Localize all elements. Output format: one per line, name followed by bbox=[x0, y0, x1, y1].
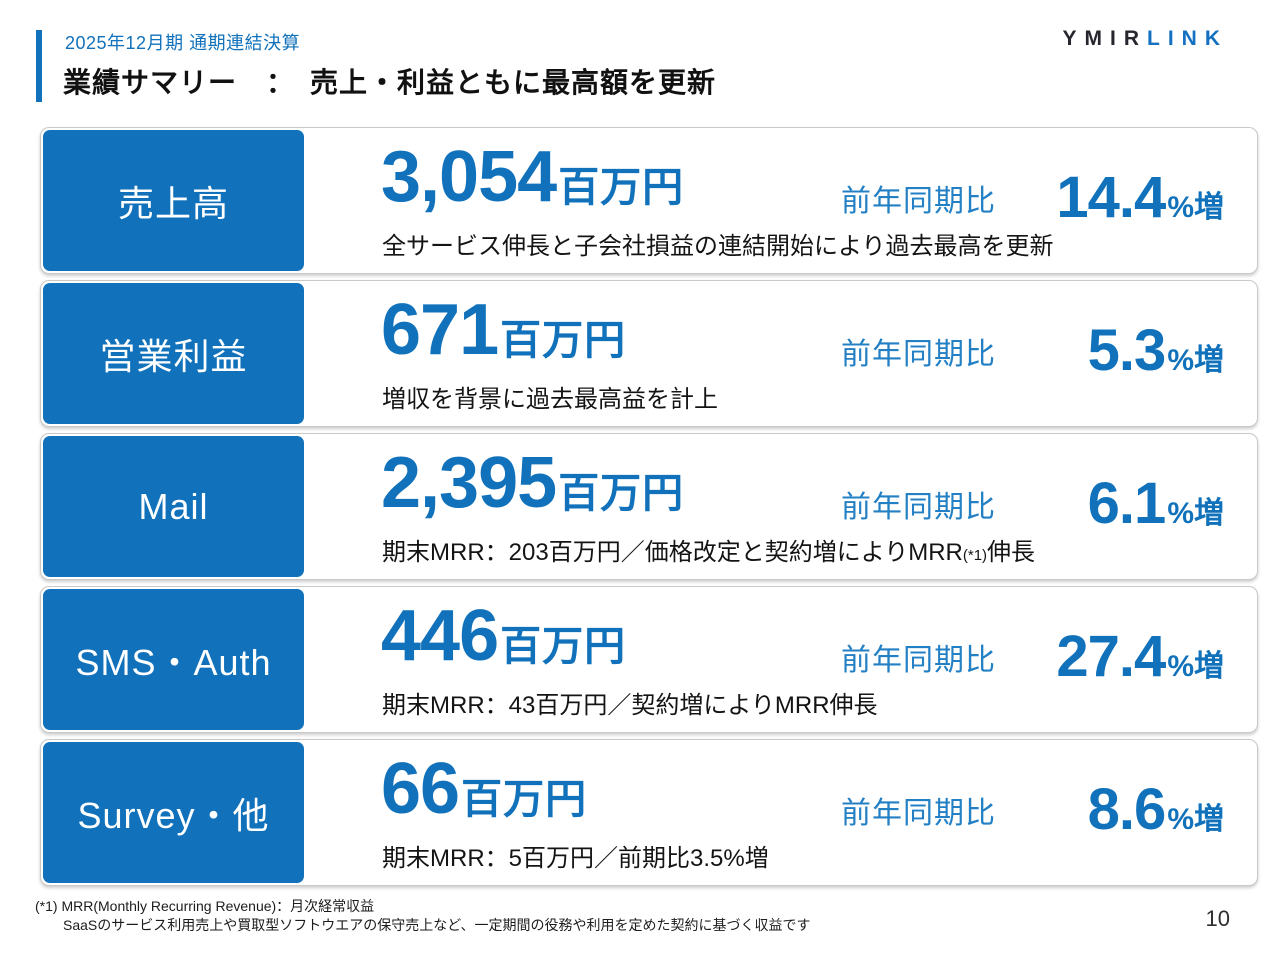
yoy-change: 27.4 %増 bbox=[1056, 623, 1224, 689]
metric-card-mail: Mail 2,395 百万円 前年同期比 6.1 %増 期末MRR：203百万円… bbox=[40, 433, 1258, 580]
yoy-label: 前年同期比 bbox=[841, 643, 996, 677]
footnote-line2: SaaSのサービス利用売上や買取型ソフトウエアの保守売上など、一定期間の役務や利… bbox=[63, 916, 811, 933]
metric-description: 増収を背景に過去最高益を計上 bbox=[382, 386, 718, 415]
metric-label: SMS・Auth bbox=[75, 641, 272, 683]
yoy-change-suffix: %増 bbox=[1167, 496, 1224, 530]
yoy-label: 前年同期比 bbox=[841, 490, 996, 524]
metric-description-text: 全サービス伸長と子会社損益の連結開始により過去最高を更新 bbox=[382, 233, 1054, 261]
yoy-stat-group: 前年同期比 27.4 %増 bbox=[841, 587, 1224, 726]
yoy-stat-group: 前年同期比 6.1 %増 bbox=[841, 434, 1224, 573]
yoy-change: 6.1 %増 bbox=[1087, 470, 1224, 536]
yoy-stat-group: 前年同期比 5.3 %増 bbox=[841, 281, 1224, 420]
metric-value: 2,395 bbox=[381, 443, 557, 523]
metric-label: 売上高 bbox=[117, 182, 229, 224]
yoy-change-suffix: %増 bbox=[1167, 649, 1224, 683]
metric-description-tail: 伸長 bbox=[987, 539, 1036, 567]
metric-card-operating-profit: 営業利益 671 百万円 前年同期比 5.3 %増 増収を背景に過去最高益を計上 bbox=[40, 280, 1258, 427]
metric-description-text: 増収を背景に過去最高益を計上 bbox=[382, 386, 718, 414]
metric-label-box: SMS・Auth bbox=[43, 589, 304, 730]
metric-description: 期末MRR：43百万円／契約増によりMRR伸長 bbox=[382, 692, 878, 721]
yoy-change: 8.6 %増 bbox=[1087, 776, 1224, 842]
metric-description: 期末MRR：203百万円／価格改定と契約増によりMRR(*1)伸長 bbox=[382, 539, 1035, 568]
title-accent-bar bbox=[36, 30, 42, 102]
metric-value: 671 bbox=[381, 290, 499, 370]
metric-label: Mail bbox=[138, 485, 209, 527]
metric-value-group: 671 百万円 bbox=[381, 285, 626, 375]
yoy-change-suffix: %増 bbox=[1167, 343, 1224, 377]
yoy-change-value: 27.4 bbox=[1056, 623, 1166, 689]
yoy-change-value: 5.3 bbox=[1087, 317, 1167, 383]
yoy-stat-group: 前年同期比 14.4 %増 bbox=[841, 128, 1224, 267]
metric-value-group: 3,054 百万円 bbox=[381, 132, 684, 222]
metric-unit: 百万円 bbox=[558, 164, 685, 210]
metric-value-group: 446 百万円 bbox=[381, 591, 626, 681]
metric-card-survey-other: Survey・他 66 百万円 前年同期比 8.6 %増 期末MRR：5百万円／… bbox=[40, 739, 1258, 886]
metric-label-box: 売上高 bbox=[43, 130, 304, 271]
yoy-label: 前年同期比 bbox=[841, 184, 996, 218]
yoy-change-value: 14.4 bbox=[1056, 164, 1166, 230]
metric-unit: 百万円 bbox=[461, 776, 588, 822]
yoy-stat-group: 前年同期比 8.6 %増 bbox=[841, 740, 1224, 879]
footnote: (*1) MRR(Monthly Recurring Revenue)：月次経常… bbox=[35, 897, 811, 935]
metric-value-group: 2,395 百万円 bbox=[381, 438, 684, 528]
yoy-change: 14.4 %増 bbox=[1056, 164, 1224, 230]
metric-label-box: 営業利益 bbox=[43, 283, 304, 424]
slide-subtitle: 2025年12月期 通期連結決算 bbox=[65, 33, 301, 53]
yoy-label: 前年同期比 bbox=[841, 337, 996, 371]
yoy-change-value: 6.1 bbox=[1087, 470, 1167, 536]
metric-unit: 百万円 bbox=[558, 470, 685, 516]
metric-description-text: 期末MRR：43百万円／契約増によりMRR伸長 bbox=[382, 692, 878, 720]
yoy-change-suffix: %増 bbox=[1167, 802, 1224, 836]
metric-value: 3,054 bbox=[381, 137, 557, 217]
metric-value: 66 bbox=[381, 749, 460, 829]
metric-description-text: 期末MRR：5百万円／前期比3.5%増 bbox=[382, 845, 769, 873]
page-title: 業績サマリー ： 売上・利益ともに最高額を更新 bbox=[63, 67, 717, 98]
metric-description: 期末MRR：5百万円／前期比3.5%増 bbox=[382, 845, 769, 874]
metric-label: Survey・他 bbox=[77, 794, 270, 836]
metric-label-box: Survey・他 bbox=[43, 742, 304, 883]
metric-rows: 売上高 3,054 百万円 前年同期比 14.4 %増 全サービス伸長と子会社損… bbox=[40, 127, 1258, 886]
logo-text-ymir: YMIR bbox=[1062, 27, 1147, 50]
metric-description: 全サービス伸長と子会社損益の連結開始により過去最高を更新 bbox=[382, 233, 1054, 262]
yoy-change-suffix: %増 bbox=[1167, 190, 1224, 224]
metric-description-text: 期末MRR：203百万円／価格改定と契約増によりMRR bbox=[382, 539, 963, 567]
footnote-line1: (*1) MRR(Monthly Recurring Revenue)：月次経常… bbox=[35, 898, 375, 914]
yoy-change-value: 8.6 bbox=[1087, 776, 1167, 842]
metric-card-sms-auth: SMS・Auth 446 百万円 前年同期比 27.4 %増 期末MRR：43百… bbox=[40, 586, 1258, 733]
metric-label-box: Mail bbox=[43, 436, 304, 577]
yoy-label: 前年同期比 bbox=[841, 796, 996, 830]
metric-unit: 百万円 bbox=[500, 317, 627, 363]
yoy-change: 5.3 %増 bbox=[1087, 317, 1224, 383]
metric-label: 営業利益 bbox=[99, 335, 248, 377]
metric-description-note: (*1) bbox=[962, 547, 988, 565]
logo-text-link: LINK bbox=[1147, 27, 1228, 50]
metric-value: 446 bbox=[381, 596, 499, 676]
page-number: 10 bbox=[1205, 906, 1230, 931]
metric-value-group: 66 百万円 bbox=[381, 744, 587, 834]
metric-unit: 百万円 bbox=[500, 623, 627, 669]
metric-card-revenue: 売上高 3,054 百万円 前年同期比 14.4 %増 全サービス伸長と子会社損… bbox=[40, 127, 1258, 274]
company-logo: YMIRLINK bbox=[1063, 27, 1229, 51]
